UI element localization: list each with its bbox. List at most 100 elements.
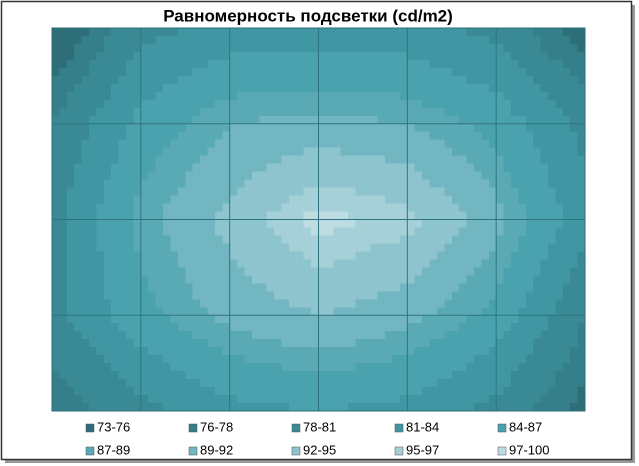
contour-cell bbox=[355, 299, 364, 308]
contour-cell bbox=[89, 395, 98, 404]
contour-cell bbox=[237, 299, 246, 308]
contour-cell bbox=[422, 28, 431, 37]
contour-cell bbox=[325, 187, 334, 197]
contour-cell bbox=[207, 267, 216, 276]
contour-cell bbox=[244, 275, 253, 284]
contour-cell bbox=[429, 259, 438, 268]
contour-cell bbox=[222, 155, 231, 165]
contour-cell bbox=[555, 379, 564, 388]
contour-cell bbox=[451, 291, 460, 300]
contour-cell bbox=[133, 75, 142, 85]
contour-cell bbox=[111, 51, 120, 61]
contour-cell bbox=[229, 315, 238, 324]
contour-cell bbox=[266, 291, 275, 300]
contour-cell bbox=[422, 75, 431, 85]
contour-cell bbox=[422, 379, 431, 388]
contour-cell bbox=[148, 179, 157, 189]
contour-cell bbox=[163, 187, 172, 197]
contour-cell bbox=[155, 331, 164, 340]
contour-cell bbox=[540, 291, 549, 300]
contour-cell bbox=[333, 28, 342, 37]
contour-cell bbox=[296, 139, 305, 149]
contour-cell bbox=[148, 123, 157, 133]
contour-cell bbox=[525, 291, 534, 300]
contour-cell bbox=[111, 83, 120, 93]
contour-cell bbox=[370, 259, 379, 268]
contour-cell bbox=[340, 315, 349, 324]
contour-cell bbox=[348, 363, 357, 372]
contour-cell bbox=[348, 67, 357, 77]
contour-cell bbox=[74, 379, 83, 388]
contour-cell bbox=[570, 123, 579, 133]
contour-cell bbox=[214, 59, 223, 69]
contour-cell bbox=[407, 323, 416, 332]
contour-cell bbox=[59, 83, 68, 93]
contour-cell bbox=[518, 131, 527, 141]
contour-cell bbox=[429, 315, 438, 324]
contour-cell bbox=[362, 219, 371, 229]
contour-cell bbox=[74, 195, 83, 205]
contour-cell bbox=[466, 283, 475, 292]
contour-cell bbox=[200, 67, 209, 77]
contour-cell bbox=[118, 179, 127, 189]
contour-cell bbox=[207, 67, 216, 77]
contour-cell bbox=[540, 259, 549, 268]
contour-cell bbox=[118, 203, 127, 213]
contour-cell bbox=[200, 171, 209, 181]
contour-cell bbox=[399, 275, 408, 284]
contour-cell bbox=[148, 75, 157, 85]
contour-cell bbox=[377, 147, 386, 157]
contour-cell bbox=[481, 211, 490, 221]
contour-cell bbox=[348, 75, 357, 85]
contour-cell bbox=[133, 51, 142, 61]
contour-cell bbox=[288, 155, 297, 165]
contour-cell bbox=[340, 115, 349, 125]
contour-cell bbox=[207, 379, 216, 388]
contour-cell bbox=[229, 131, 238, 141]
plot-border bbox=[51, 27, 586, 412]
contour-cell bbox=[96, 115, 105, 125]
contour-cell bbox=[518, 339, 527, 348]
contour-cell bbox=[340, 219, 349, 229]
contour-cell bbox=[577, 315, 586, 324]
contour-cell bbox=[200, 283, 209, 292]
contour-cell bbox=[103, 259, 112, 268]
contour-cell bbox=[266, 307, 275, 316]
contour-cell bbox=[200, 315, 209, 324]
contour-cell bbox=[355, 331, 364, 340]
contour-cell bbox=[518, 275, 527, 284]
contour-cell bbox=[266, 195, 275, 205]
contour-cell bbox=[200, 187, 209, 197]
contour-cell bbox=[473, 171, 482, 181]
contour-cell bbox=[547, 131, 556, 141]
contour-cell bbox=[348, 275, 357, 284]
contour-cell bbox=[547, 91, 556, 101]
contour-cell bbox=[251, 163, 260, 173]
contour-cell bbox=[229, 259, 238, 268]
contour-cell bbox=[414, 123, 423, 133]
contour-cell bbox=[451, 259, 460, 268]
contour-cell bbox=[318, 35, 327, 45]
contour-cell bbox=[66, 355, 75, 364]
contour-cell bbox=[266, 35, 275, 45]
contour-cell bbox=[96, 107, 105, 117]
contour-cell bbox=[414, 339, 423, 348]
contour-cell bbox=[170, 155, 179, 165]
contour-cell bbox=[59, 323, 68, 332]
contour-cell bbox=[96, 323, 105, 332]
contour-cell bbox=[177, 275, 186, 284]
contour-cell bbox=[466, 115, 475, 125]
contour-cell bbox=[562, 99, 571, 109]
contour-cell bbox=[214, 251, 223, 260]
contour-cell bbox=[133, 371, 142, 380]
contour-cell bbox=[510, 315, 519, 324]
contour-cell bbox=[503, 339, 512, 348]
contour-cell bbox=[399, 211, 408, 221]
contour-cell bbox=[333, 219, 342, 229]
contour-cell bbox=[103, 251, 112, 260]
contour-cell bbox=[74, 59, 83, 69]
contour-cell bbox=[288, 107, 297, 117]
contour-cell bbox=[296, 227, 305, 237]
contour-cell bbox=[274, 139, 283, 149]
contour-cell bbox=[89, 139, 98, 149]
